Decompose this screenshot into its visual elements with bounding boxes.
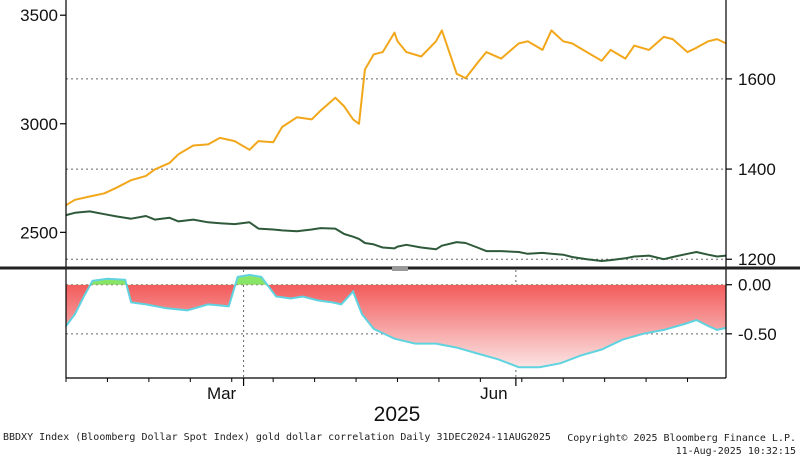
gold-price-line <box>65 29 727 207</box>
footer-description: BBDXY Index (Bloomberg Dollar Spot Index… <box>3 432 551 443</box>
dollar-index-line <box>65 210 727 262</box>
correlation-line <box>65 273 727 369</box>
upper-gridlines <box>66 78 726 260</box>
right-tick-label: 1600 <box>738 70 776 89</box>
left-tick-label: 3500 <box>20 6 58 25</box>
correlation-negative-fill <box>66 284 726 368</box>
x-year-label: 2025 <box>374 403 421 426</box>
x-month-label: Jun <box>480 384 507 403</box>
x-month-label: Mar <box>207 384 237 403</box>
right-tick-label: 1400 <box>738 160 776 179</box>
panel-divider-handle <box>392 266 408 271</box>
lower-tick-label: -0.50 <box>738 325 777 344</box>
footer-timestamp: 11-Aug-2025 10:32:15 <box>675 446 796 457</box>
footer-copyright: Copyright© 2025 Bloomberg Finance L.P. 1… <box>567 432 796 458</box>
left-tick-label: 3000 <box>20 115 58 134</box>
price-lines <box>65 29 727 262</box>
right-tick-label: 1200 <box>738 250 776 269</box>
axes <box>0 0 800 386</box>
lower-tick-label: 0.00 <box>738 276 771 295</box>
chart-canvas: 2500 3000 3500 1200 1400 1600 0.00 -0.50 Mar Jun 2… <box>0 0 800 426</box>
left-tick-label: 2500 <box>20 223 58 242</box>
correlation-area <box>65 273 727 369</box>
footer-copyright-line: Copyright© 2025 Bloomberg Finance L.P. <box>567 433 796 444</box>
tick-labels: 2500 3000 3500 1200 1400 1600 0.00 -0.50 Mar Jun 2… <box>20 6 777 426</box>
